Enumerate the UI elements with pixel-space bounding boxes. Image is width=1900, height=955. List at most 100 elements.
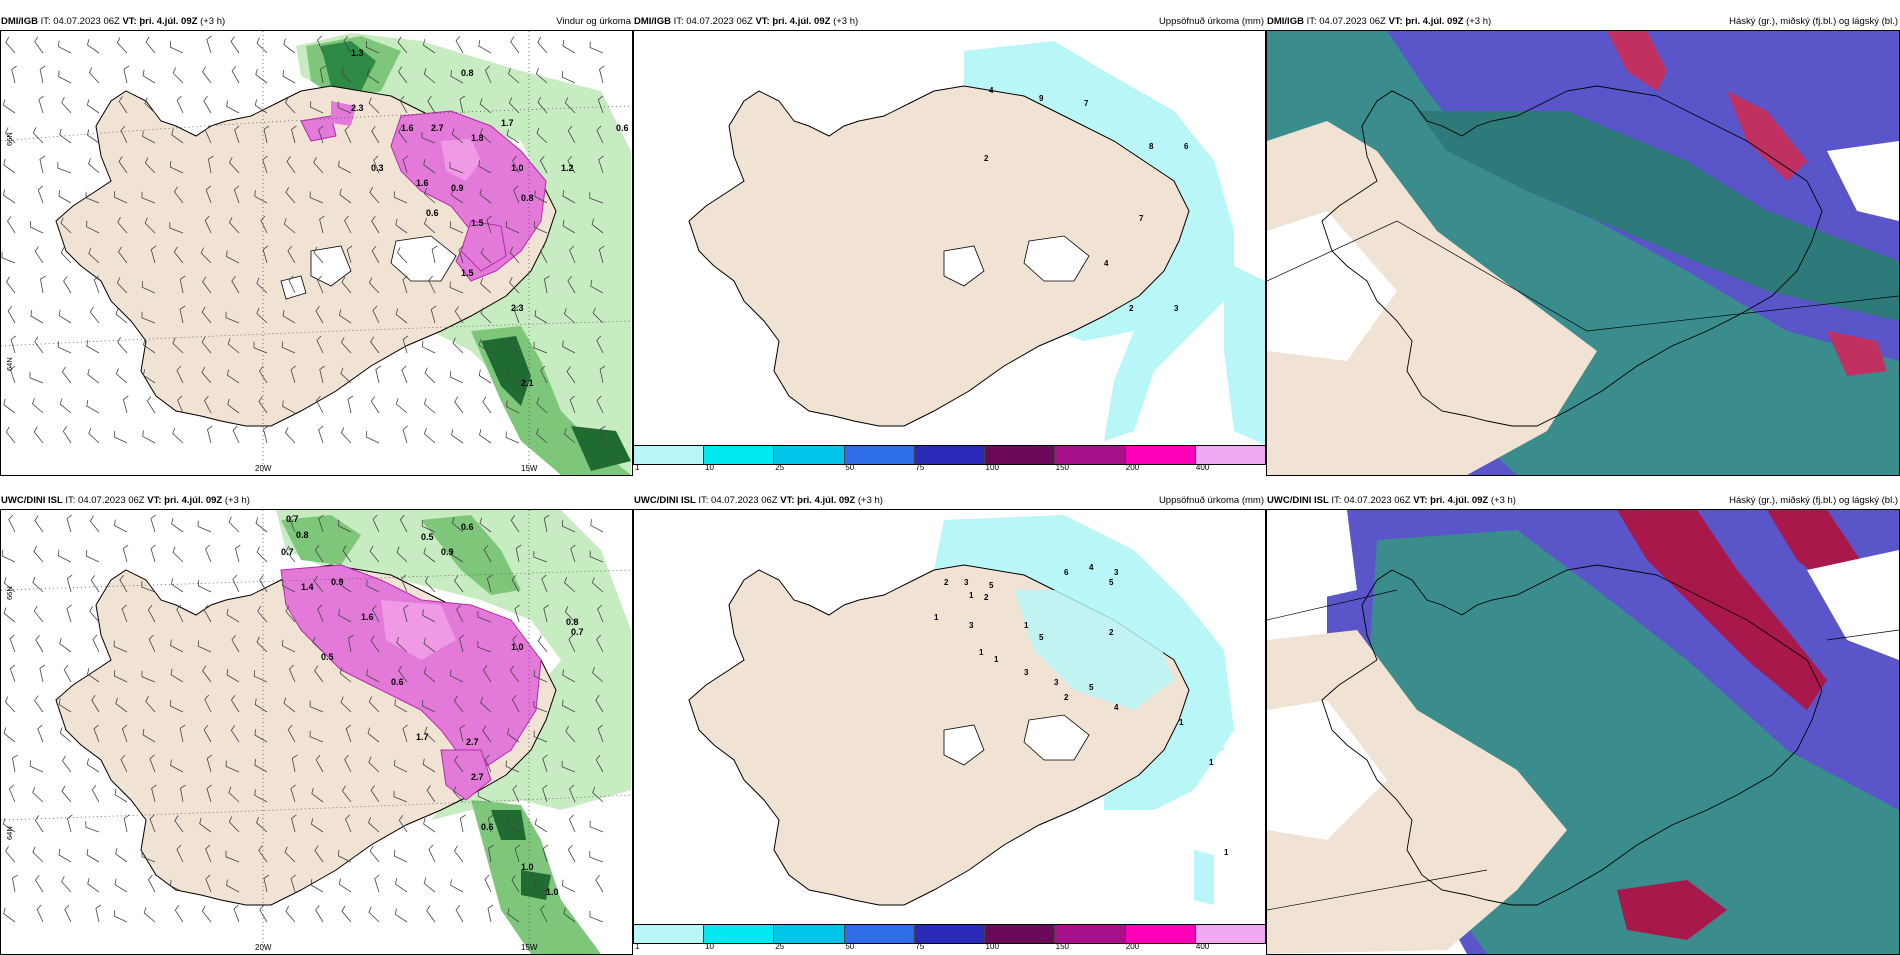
wind-barb xyxy=(515,544,522,563)
wind-barb xyxy=(477,611,492,623)
wind-barb xyxy=(399,514,408,533)
cloud-cover-map[interactable] xyxy=(1266,509,1900,955)
wind-barb xyxy=(480,127,492,144)
wind-barb xyxy=(484,874,492,893)
wind-barb xyxy=(150,245,157,264)
wind-barb xyxy=(62,755,72,773)
wind-barb xyxy=(233,185,240,204)
wind-barb xyxy=(542,844,549,863)
wind-barb xyxy=(116,37,128,54)
wind-barb xyxy=(318,125,324,144)
wind-barb xyxy=(590,519,604,533)
wind-barb xyxy=(205,185,212,204)
value-label: 1 xyxy=(969,591,974,600)
wind-barb xyxy=(59,398,72,414)
wind-barb xyxy=(205,844,212,863)
wind-barb xyxy=(93,724,100,743)
wind-barb xyxy=(534,879,548,893)
wind-barb xyxy=(512,634,520,653)
wind-barb xyxy=(258,845,268,863)
colorbar-label: 200 xyxy=(1125,942,1140,951)
panel-title: Uppsöfnuð úrkoma (mm) xyxy=(1158,495,1264,506)
wind-barb xyxy=(204,694,212,713)
accum-precip-map[interactable]: 4 9 7 2 8 6 7 4 2 3 xyxy=(633,30,1266,446)
panel-title: Vindur og úrkoma xyxy=(556,16,631,27)
wind-barb xyxy=(263,874,270,893)
wind-barb xyxy=(314,545,324,563)
cloud-cover-map[interactable] xyxy=(1266,30,1900,476)
wind-barb xyxy=(282,309,296,324)
wind-barb xyxy=(151,784,157,803)
value-label: 1.7 xyxy=(416,732,429,742)
wind-barbs xyxy=(1,514,604,923)
wind-barb xyxy=(421,340,436,354)
wind-barb xyxy=(370,785,380,803)
wind-barb xyxy=(282,579,296,593)
valid-time: VT: þri. 4.júl. 09Z xyxy=(755,16,831,27)
valid-time: VT: þri. 4.júl. 09Z xyxy=(1388,16,1464,27)
wind-barb xyxy=(505,221,520,234)
wind-barb xyxy=(86,129,100,144)
wind-barb xyxy=(1,251,16,264)
colorbar-swatch xyxy=(704,446,775,464)
wind-barb xyxy=(344,215,352,234)
wind-barb xyxy=(114,788,128,803)
wind-barb xyxy=(38,95,44,114)
value-label: 4 xyxy=(1089,563,1094,572)
map-canvas: 0.70.80.70.50.60.91.4 0.91.62.71.70.60.51… xyxy=(1,510,632,954)
wind-barb xyxy=(10,335,17,354)
wind-barb xyxy=(450,70,464,84)
wind-precip-map[interactable]: 1.3 0.8 2.3 1.6 2.7 1.8 1.7 1.2 0.3 1.0 1.6 0.9 0.6 1… xyxy=(0,30,633,476)
wind-barb xyxy=(563,428,576,444)
value-label: 6 xyxy=(1064,568,1069,577)
model-name: DMI/IGB xyxy=(1267,16,1304,27)
wind-barb xyxy=(86,220,100,234)
wind-barb xyxy=(225,850,240,863)
wind-barb xyxy=(85,821,100,833)
wind-barb xyxy=(291,754,298,773)
wind-barb xyxy=(205,874,212,893)
panel-bottom-left: UWC/DINI ISL IT: 04.07.2023 06Z VT: þri.… xyxy=(0,493,633,955)
wind-barb xyxy=(372,514,380,533)
wind-barb xyxy=(114,878,128,893)
wind-barb xyxy=(347,395,354,414)
wind-barb xyxy=(423,68,436,84)
value-label: 0.8 xyxy=(461,68,474,78)
wind-barb xyxy=(564,97,576,114)
value-label: 1 xyxy=(1209,758,1214,767)
wind-barb xyxy=(338,609,352,623)
wind-barb xyxy=(174,815,184,833)
wind-barb xyxy=(262,155,268,174)
wind-barb xyxy=(170,578,184,593)
wind-barb xyxy=(2,99,16,114)
wind-barb xyxy=(90,575,100,593)
wind-barb xyxy=(113,910,128,923)
wind-barb xyxy=(3,398,16,414)
wind-barb xyxy=(454,755,464,773)
accum-shading xyxy=(1194,850,1214,905)
wind-barb xyxy=(225,760,240,773)
wind-barb xyxy=(393,191,408,204)
wind-barb xyxy=(35,635,44,653)
wind-barb xyxy=(428,844,436,863)
wind-barb xyxy=(424,187,436,204)
valid-time: VT: þri. 4.júl. 09Z xyxy=(1413,495,1489,506)
wind-barb xyxy=(513,305,520,324)
wind-barb xyxy=(145,696,156,713)
wind-barb xyxy=(507,907,520,923)
wind-barb xyxy=(5,426,16,444)
wind-barb xyxy=(338,578,352,593)
wind-barb xyxy=(567,275,576,294)
wind-barb xyxy=(372,305,380,324)
wind-barb xyxy=(207,425,213,444)
lon-tick-20w: 20W xyxy=(255,464,272,473)
wind-barb xyxy=(286,156,296,174)
wind-barb xyxy=(591,218,604,234)
colorbar-swatch xyxy=(1055,925,1126,943)
colorbar-label: 50 xyxy=(845,942,855,951)
wind-barb xyxy=(197,640,212,653)
wind-barb xyxy=(203,95,212,114)
wind-precip-map[interactable]: 0.7 0.8 0.7 0.5 0.6 0.9 1.4 0.9 1.6 2.7 1.7 0.6 0.5 1… xyxy=(0,509,633,955)
wind-barb xyxy=(150,544,156,563)
